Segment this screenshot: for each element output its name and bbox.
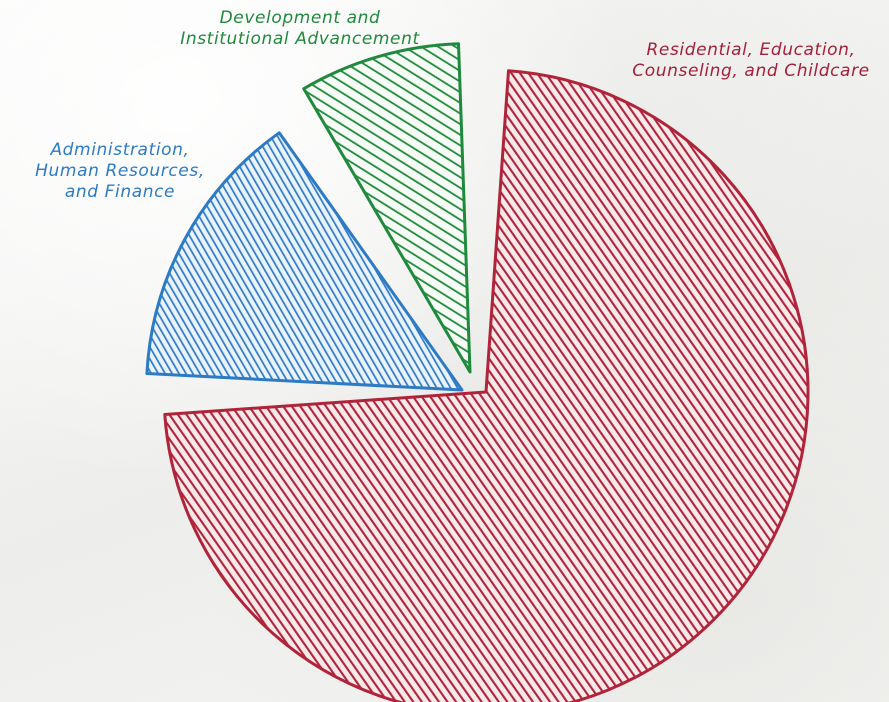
- slice-label-line: Institutional Advancement: [180, 29, 420, 49]
- slice-label-line: and Finance: [64, 182, 176, 202]
- pie-slice-residential: [163, 69, 810, 702]
- slice-label-line: Development and: [219, 8, 381, 28]
- slice-label-line: Counseling, and Childcare: [632, 61, 870, 81]
- pie-slice-development: [302, 42, 472, 374]
- pie-slice-administration: [145, 131, 464, 392]
- slice-label-administration: Administration, Human Resources, and Fin…: [20, 140, 220, 203]
- slice-label-line: Administration,: [50, 140, 190, 160]
- slice-label-development: Development and Institutional Advancemen…: [150, 8, 450, 50]
- slice-label-residential: Residential, Education, Counseling, and …: [620, 40, 882, 82]
- slice-label-line: Residential, Education,: [646, 40, 856, 60]
- slice-label-line: Human Resources,: [35, 161, 205, 181]
